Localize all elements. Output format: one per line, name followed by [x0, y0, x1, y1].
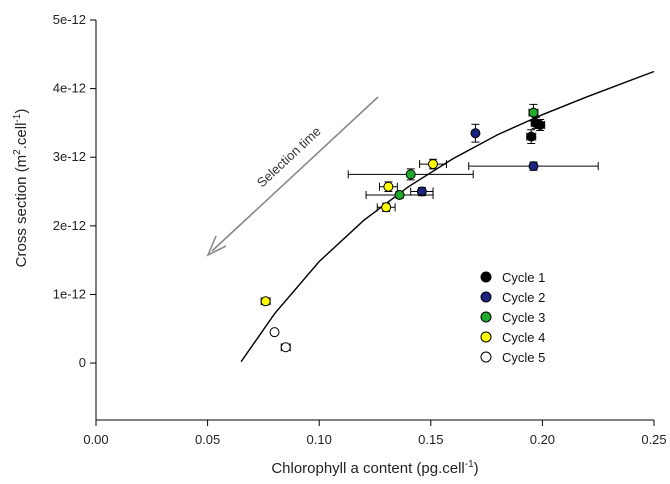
x-axis-label-main: Chlorophyll a content (pg.cell — [271, 460, 464, 477]
selection-time-arrow-head — [206, 235, 227, 257]
x-tick-label: 0.10 — [307, 432, 332, 447]
point-marker — [260, 296, 271, 307]
point-marker — [416, 186, 427, 197]
selection-time-arrow-shaft — [211, 96, 379, 252]
point-marker — [381, 202, 392, 213]
point-marker — [269, 327, 280, 338]
y-tick-label: 3e-12 — [53, 149, 86, 164]
point-marker — [535, 119, 546, 130]
data-point — [260, 296, 271, 307]
point-marker — [528, 107, 539, 118]
legend-label: Cycle 1 — [502, 270, 545, 285]
point-marker — [528, 161, 539, 172]
data-point — [365, 189, 434, 200]
point-marker — [470, 128, 481, 139]
point-marker — [394, 189, 405, 200]
data-point — [535, 118, 546, 131]
x-tick-label: 0.05 — [195, 432, 220, 447]
x-tick-label: 0.00 — [83, 432, 108, 447]
x-axis-ticks: 0.00 0.05 0.10 0.15 0.20 0.25 — [83, 420, 667, 447]
y-axis-label-main: Cross section (m — [13, 155, 30, 268]
x-axis-label-end: ) — [474, 460, 479, 477]
y-tick-label: 5e-12 — [53, 12, 86, 27]
data-point — [468, 161, 599, 172]
x-axis-label: Chlorophyll a content (pg.cell-1) — [271, 459, 478, 477]
data-point — [419, 158, 447, 170]
data-point — [526, 129, 537, 144]
y-axis-label-sup2: -1 — [12, 113, 23, 122]
point-marker — [428, 159, 439, 170]
point-marker — [526, 131, 537, 142]
legend-label: Cycle 5 — [502, 350, 545, 365]
x-tick-label: 0.20 — [530, 432, 555, 447]
point-marker — [280, 342, 291, 353]
y-tick-label: 1e-12 — [53, 286, 86, 301]
x-axis-label-sup: -1 — [465, 459, 474, 470]
data-point — [376, 202, 396, 213]
y-tick-label: 0 — [79, 355, 86, 370]
y-axis-label-sup1: 2 — [12, 149, 23, 155]
data-point — [378, 181, 398, 193]
y-axis-label: Cross section (m2.cell-1) — [12, 109, 30, 268]
legend-marker — [480, 311, 492, 323]
legend-marker — [480, 331, 492, 343]
legend-marker — [480, 291, 492, 303]
data-point — [269, 327, 280, 338]
y-tick-label: 4e-12 — [53, 81, 86, 96]
fit-curve — [240, 70, 655, 363]
y-axis-ticks: 0 1e-12 2e-12 3e-12 4e-12 5e-12 — [53, 12, 96, 370]
data-point — [347, 168, 474, 181]
data-point — [528, 103, 539, 122]
legend-label: Cycle 2 — [502, 290, 545, 305]
legend-label: Cycle 3 — [502, 310, 545, 325]
legend-marker — [480, 351, 492, 363]
point-marker — [383, 181, 394, 192]
x-tick-label: 0.25 — [641, 432, 666, 447]
y-tick-label: 2e-12 — [53, 218, 86, 233]
point-marker — [405, 169, 416, 180]
data-points — [260, 103, 599, 353]
y-axis-label-end: ) — [13, 109, 30, 114]
legend: Cycle 1 Cycle 2 Cycle 3 Cycle 4 Cycle 5 — [480, 270, 545, 365]
legend-label: Cycle 4 — [502, 330, 545, 345]
y-axis-label-mid: .cell — [13, 123, 30, 150]
x-tick-label: 0.15 — [418, 432, 443, 447]
data-point — [470, 123, 481, 143]
data-point — [280, 342, 291, 353]
legend-marker — [480, 271, 492, 283]
